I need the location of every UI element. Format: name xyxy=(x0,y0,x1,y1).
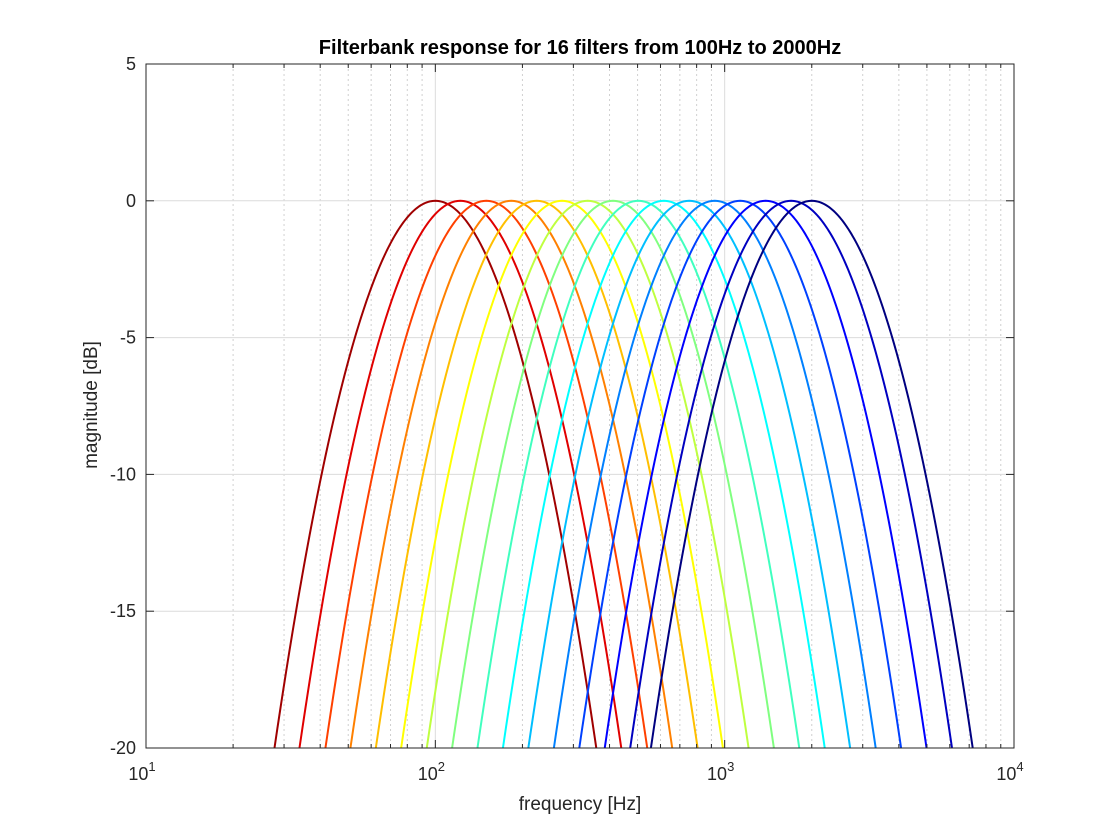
filter-response-curve-2 xyxy=(298,199,623,749)
series-curves xyxy=(273,199,974,749)
filter-response-curve-13 xyxy=(578,199,903,749)
y-tick-label: -20 xyxy=(110,738,136,758)
filter-response-curve-9 xyxy=(476,199,801,749)
x-tick-label: 102 xyxy=(418,759,445,784)
filter-response-curve-16 xyxy=(649,199,974,749)
x-tick-label: 103 xyxy=(707,759,734,784)
filter-response-curve-12 xyxy=(552,199,877,749)
filter-response-curve-1 xyxy=(273,199,598,749)
y-tick-label: -5 xyxy=(120,328,136,348)
filter-response-curve-8 xyxy=(451,199,775,749)
x-axis-label: frequency [Hz] xyxy=(519,794,642,815)
filter-response-curve-15 xyxy=(629,199,953,749)
filter-response-curve-14 xyxy=(603,199,928,749)
chart-title: Filterbank response for 16 filters from … xyxy=(319,37,841,59)
filter-response-curve-4 xyxy=(349,199,674,749)
x-axis-ticks: 101 102 103 104 xyxy=(128,64,1024,784)
y-axis-label: magnitude [dB] xyxy=(81,341,102,469)
filter-response-curve-10 xyxy=(501,199,826,749)
y-tick-label: -15 xyxy=(110,601,136,621)
filter-response-curve-3 xyxy=(324,199,649,749)
filter-response-curve-6 xyxy=(400,199,724,749)
y-tick-label: 0 xyxy=(126,191,136,211)
filter-response-curve-11 xyxy=(527,199,852,749)
x-tick-label: 104 xyxy=(996,759,1023,784)
filter-response-curve-7 xyxy=(425,199,750,749)
plot-area-frame xyxy=(145,63,1015,749)
filter-response-curve-5 xyxy=(374,199,699,749)
y-tick-label: -10 xyxy=(110,464,136,484)
axes xyxy=(145,63,1015,749)
x-tick-label: 101 xyxy=(128,759,155,784)
y-axis-ticks: 5 0 -5 -10 -15 -20 xyxy=(110,54,1014,758)
y-tick-label: 5 xyxy=(126,54,136,74)
